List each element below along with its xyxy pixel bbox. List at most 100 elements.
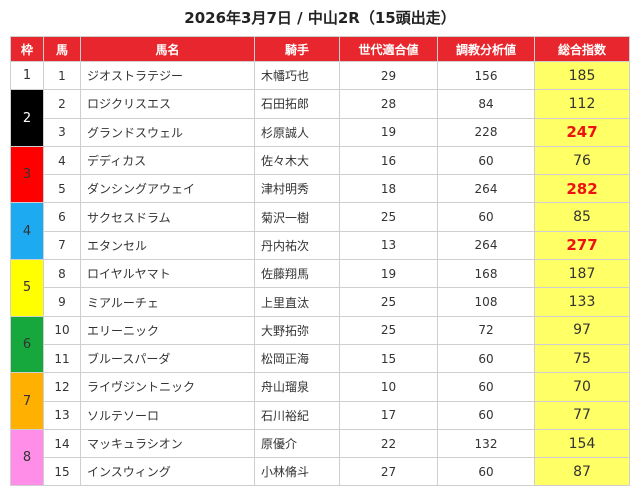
horse-name-cell: ロイヤルヤマト [80, 259, 255, 289]
table-row: 5 ダンシングアウェイ 津村明秀 18 264 282 [11, 174, 630, 204]
umaban-cell: 8 [43, 259, 81, 289]
umaban-cell: 2 [43, 89, 81, 119]
table-row: 8 14 マッキュラシオン 原優介 22 132 154 [10, 428, 630, 487]
jockey-cell: 松岡正海 [254, 343, 340, 374]
generation-fit-cell: 19 [339, 117, 438, 147]
table-row: 15 インスウィング 小林脩斗 27 60 87 [11, 457, 630, 487]
header-umaban: 馬 [43, 36, 81, 62]
waku-cell: 8 [10, 428, 44, 487]
jockey-cell: 木幡巧也 [254, 60, 340, 91]
generation-fit-cell: 16 [339, 145, 438, 176]
table-row: 2 2 ロジクリスエス 石田拓郎 28 84 112 [10, 89, 630, 147]
total-index-cell: 112 [534, 89, 630, 119]
generation-fit-cell: 29 [339, 60, 438, 91]
table-row: 5 8 ロイヤルヤマト 佐藤翔馬 19 168 187 [10, 259, 630, 317]
horse-name-cell: ロジクリスエス [80, 89, 255, 119]
training-analysis-cell: 72 [437, 315, 535, 345]
jockey-cell: 津村明秀 [254, 174, 340, 204]
horse-name-cell: サクセスドラム [80, 202, 255, 232]
jockey-cell: 杉原誠人 [254, 117, 340, 147]
header-horse-name: 馬名 [80, 36, 255, 62]
jockey-cell: 石川裕紀 [254, 400, 340, 430]
waku-cell: 5 [10, 259, 44, 317]
header-jockey: 騎手 [254, 36, 340, 62]
waku-cell: 4 [10, 202, 44, 261]
total-index-cell: 154 [534, 428, 630, 459]
umaban-cell: 1 [43, 60, 81, 91]
generation-fit-cell: 15 [339, 343, 438, 374]
training-analysis-cell: 60 [437, 202, 535, 232]
training-analysis-cell: 132 [437, 428, 535, 459]
umaban-cell: 6 [43, 202, 81, 232]
total-index-cell: 87 [534, 457, 630, 487]
jockey-cell: 石田拓郎 [254, 89, 340, 119]
total-index-cell: 282 [534, 174, 630, 204]
header-training-analysis: 調教分析値 [437, 36, 535, 62]
umaban-cell: 9 [43, 287, 81, 317]
table-row: 3 4 デディカス 佐々木大 16 60 76 [10, 145, 630, 204]
training-analysis-cell: 60 [437, 145, 535, 176]
generation-fit-cell: 10 [339, 372, 438, 402]
umaban-cell: 11 [43, 343, 81, 374]
horse-name-cell: ジオストラテジー [80, 60, 255, 91]
training-analysis-cell: 108 [437, 287, 535, 317]
header-waku: 枠 [10, 36, 44, 62]
jockey-cell: 小林脩斗 [254, 457, 340, 487]
umaban-cell: 4 [43, 145, 81, 176]
horse-name-cell: デディカス [80, 145, 255, 176]
total-index-cell: 277 [534, 230, 630, 261]
generation-fit-cell: 13 [339, 230, 438, 261]
generation-fit-cell: 28 [339, 89, 438, 119]
jockey-cell: 原優介 [254, 428, 340, 459]
total-index-cell: 76 [534, 145, 630, 176]
header-generation-fit: 世代適合値 [339, 36, 438, 62]
page-title: 2026年3月7日 / 中山2R（15頭出走） [184, 9, 456, 27]
jockey-cell: 佐々木大 [254, 145, 340, 176]
training-analysis-cell: 60 [437, 372, 535, 402]
total-index-cell: 97 [534, 315, 630, 345]
table-row: 7 12 ライヴジントニック 舟山瑠泉 10 60 70 [10, 372, 630, 430]
umaban-cell: 15 [43, 457, 81, 487]
total-index-cell: 85 [534, 202, 630, 232]
table-row: 1 1 ジオストラテジー 木幡巧也 29 156 185 [10, 60, 630, 91]
umaban-cell: 3 [43, 117, 81, 147]
waku-cell: 2 [10, 89, 44, 147]
table-row: 13 ソルテソーロ 石川裕紀 17 60 77 [11, 400, 630, 430]
table-row: 3 グランドスウェル 杉原誠人 19 228 247 [11, 117, 630, 147]
umaban-cell: 5 [43, 174, 81, 204]
jockey-cell: 菊沢一樹 [254, 202, 340, 232]
umaban-cell: 7 [43, 230, 81, 261]
training-analysis-cell: 264 [437, 174, 535, 204]
total-index-cell: 185 [534, 60, 630, 91]
total-index-cell: 70 [534, 372, 630, 402]
umaban-cell: 14 [43, 428, 81, 459]
total-index-cell: 247 [534, 117, 630, 147]
waku-cell: 3 [10, 145, 44, 204]
training-analysis-cell: 264 [437, 230, 535, 261]
waku-cell: 6 [10, 315, 44, 374]
training-analysis-cell: 168 [437, 259, 535, 289]
generation-fit-cell: 25 [339, 202, 438, 232]
umaban-cell: 13 [43, 400, 81, 430]
jockey-cell: 丹内祐次 [254, 230, 340, 261]
jockey-cell: 上里直汰 [254, 287, 340, 317]
table-body: 1 1 ジオストラテジー 木幡巧也 29 156 185 2 2 ロジクリスエス 石田拓郎 28 84 1… [10, 60, 630, 487]
jockey-cell: 佐藤翔馬 [254, 259, 340, 289]
horse-name-cell: ダンシングアウェイ [80, 174, 255, 204]
table-row: 6 10 エリーニック 大野拓弥 25 72 97 [10, 315, 630, 374]
horse-name-cell: ライヴジントニック [80, 372, 255, 402]
table-row: 7 エタンセル 丹内祐次 13 264 277 [11, 230, 630, 261]
waku-cell: 7 [10, 372, 44, 430]
training-analysis-cell: 60 [437, 343, 535, 374]
total-index-cell: 133 [534, 287, 630, 317]
total-index-cell: 187 [534, 259, 630, 289]
table-row: 9 ミアルーチェ 上里直汰 25 108 133 [11, 287, 630, 317]
generation-fit-cell: 18 [339, 174, 438, 204]
training-analysis-cell: 228 [437, 117, 535, 147]
total-index-cell: 77 [534, 400, 630, 430]
horse-name-cell: ソルテソーロ [80, 400, 255, 430]
race-index-table: 枠 馬 馬名 騎手 世代適合値 調教分析値 総合指数 1 1 ジオストラテジー 木幡巧… [10, 36, 630, 487]
horse-name-cell: ミアルーチェ [80, 287, 255, 317]
waku-cell: 1 [10, 60, 44, 91]
generation-fit-cell: 27 [339, 457, 438, 487]
